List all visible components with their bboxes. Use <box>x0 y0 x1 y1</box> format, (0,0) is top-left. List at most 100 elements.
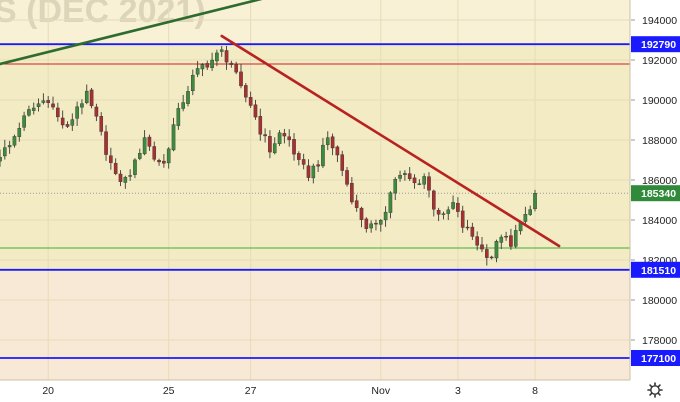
candle-up <box>200 64 205 70</box>
trendline[interactable] <box>0 0 289 66</box>
candle-down <box>306 165 311 178</box>
price-label-text: 192790 <box>641 39 676 51</box>
candle-up <box>190 74 195 92</box>
trendline[interactable] <box>220 34 561 248</box>
settings-gear-icon[interactable] <box>647 382 663 398</box>
price-tick-label: 188000 <box>642 135 677 147</box>
candle-up <box>181 102 185 109</box>
candle-up <box>494 240 499 259</box>
candle-down <box>263 134 267 137</box>
time-tick-label: Nov <box>371 385 390 397</box>
candle-down <box>354 200 359 208</box>
candle-up <box>36 103 41 107</box>
candle-down <box>268 136 272 153</box>
candle-down <box>60 117 65 126</box>
candle-down <box>244 85 248 98</box>
candle-up <box>523 214 528 222</box>
candle-down <box>157 160 161 163</box>
candle-up <box>142 137 147 155</box>
candle-down <box>152 146 157 160</box>
candle-down <box>292 139 296 155</box>
candle-down <box>301 159 306 165</box>
time-tick-label: 8 <box>532 385 538 397</box>
time-axis-ticks: 20 25 27 Nov 3 8 <box>42 385 538 397</box>
candle-down <box>436 210 441 215</box>
candle-down <box>109 155 113 163</box>
candle-up <box>133 159 137 175</box>
candle-up <box>528 209 532 215</box>
price-tick-label: 192000 <box>642 55 677 67</box>
candle-up <box>369 223 373 229</box>
candle-down <box>258 116 263 135</box>
candle-up <box>533 192 537 210</box>
candle-up <box>446 209 451 214</box>
candle-up <box>403 173 407 175</box>
candle-up <box>17 128 22 137</box>
candle-up <box>176 108 181 126</box>
price-label-box <box>631 261 680 278</box>
candle-down <box>89 89 94 107</box>
candle-down <box>104 131 108 155</box>
candle-down <box>340 154 345 171</box>
candle-down <box>287 136 292 141</box>
candle-up <box>195 68 200 75</box>
horizontal-levels <box>0 43 630 359</box>
candle-down <box>374 222 378 225</box>
candle-up <box>75 106 79 119</box>
price-tick-label: 184000 <box>642 215 677 227</box>
candle-up <box>441 213 446 215</box>
candle-down <box>330 136 335 149</box>
candle-up <box>123 177 128 183</box>
price-tick-label: 190000 <box>642 95 677 107</box>
candle-up <box>7 145 12 148</box>
price-tick-label: 180000 <box>642 295 677 307</box>
candle-up <box>393 179 398 194</box>
price-tick-label: 178000 <box>642 335 677 347</box>
candle-up <box>311 165 316 179</box>
price-label-box <box>631 36 680 53</box>
candle-down <box>118 173 123 182</box>
candle-up <box>210 59 214 68</box>
candle-up <box>499 236 504 243</box>
grid-lines <box>0 0 630 380</box>
candle-up <box>451 202 455 209</box>
price-label-box <box>631 350 680 366</box>
time-tick-label: 3 <box>455 385 461 397</box>
candle-down <box>297 153 301 160</box>
candle-up <box>422 176 426 185</box>
candle-up <box>325 137 330 145</box>
candle-up <box>41 100 46 103</box>
price-axis-ticks: 1940001920001900001880001860001840001820… <box>631 15 677 347</box>
candle-up <box>398 174 402 179</box>
candle-down <box>359 207 364 220</box>
candle-up <box>137 153 142 159</box>
range-zone-lower <box>0 269 630 380</box>
candle-down <box>316 164 320 167</box>
candle-down <box>113 162 118 174</box>
candle-down <box>162 160 166 164</box>
candle-down <box>475 236 479 246</box>
candle-up <box>0 156 2 162</box>
candle-up <box>27 109 31 116</box>
candle-down <box>229 62 234 65</box>
candle-up <box>388 192 393 213</box>
symbol-watermark: S (DEC 2021) <box>0 0 206 30</box>
candle-up <box>272 143 277 154</box>
candle-up <box>84 90 89 103</box>
time-axis[interactable] <box>0 381 630 402</box>
candle-down <box>56 107 60 118</box>
candle-up <box>171 124 176 151</box>
candle-down <box>147 136 152 147</box>
candle-up <box>417 183 422 185</box>
candle-down <box>460 210 465 228</box>
candle-up <box>3 147 7 157</box>
candle-down <box>509 235 513 247</box>
candle-up <box>277 132 282 144</box>
candle-down <box>470 226 475 237</box>
candle-up <box>128 175 132 177</box>
candle-down <box>432 190 436 210</box>
candle-down <box>224 50 229 63</box>
time-tick-label: 27 <box>245 385 257 397</box>
candle-down <box>504 235 508 238</box>
